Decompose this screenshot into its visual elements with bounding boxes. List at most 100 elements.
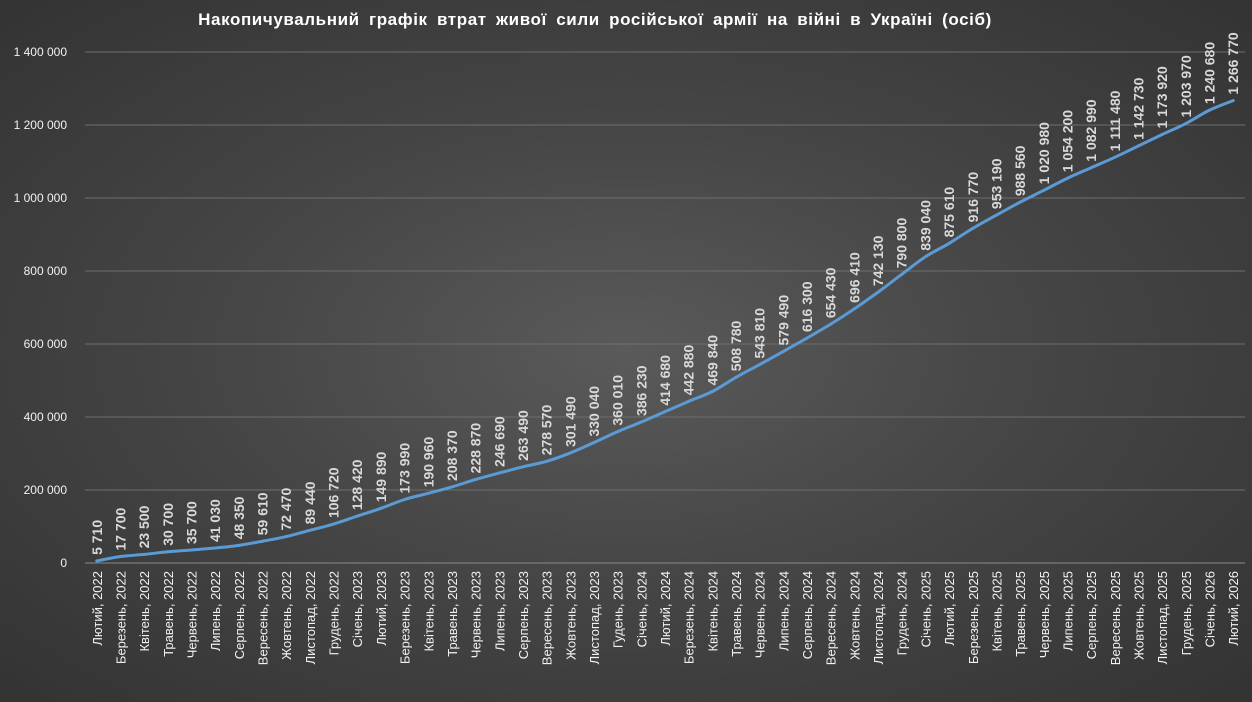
data-label: 208 370 <box>444 430 460 481</box>
x-tick-label: Квітень, 2025 <box>989 571 1004 652</box>
chart-title: Накопичувальний графік втрат живої сили … <box>198 10 992 29</box>
data-point <box>1136 144 1140 148</box>
data-label: 41 030 <box>207 499 223 542</box>
x-tick-label: Гудень, 2023 <box>611 571 626 648</box>
data-point <box>1160 133 1164 137</box>
data-point <box>1042 188 1046 192</box>
data-point <box>994 213 998 217</box>
data-point <box>923 255 927 259</box>
x-tick-label: Січень, 2023 <box>350 571 365 647</box>
data-label: 17 700 <box>113 508 129 551</box>
x-tick-label: Жовтень, 2025 <box>1131 571 1146 660</box>
data-point <box>332 522 336 526</box>
data-label: 263 490 <box>515 410 531 461</box>
data-label: 128 420 <box>349 459 365 510</box>
x-tick-label: Липень, 2022 <box>208 571 223 651</box>
data-point <box>497 471 501 475</box>
data-label: 72 470 <box>278 488 294 531</box>
x-tick-label: Березень, 2025 <box>966 571 981 664</box>
data-point <box>852 307 856 311</box>
x-tick-label: Жовтень, 2022 <box>279 571 294 660</box>
data-point <box>687 399 691 403</box>
data-point <box>308 528 312 532</box>
x-tick-label: Червень, 2022 <box>185 571 200 658</box>
data-point <box>568 451 572 455</box>
x-tick-label: Вересень, 2022 <box>256 571 271 665</box>
x-tick-label: Травень, 2023 <box>445 571 460 657</box>
x-tick-label: Березень, 2024 <box>682 571 697 664</box>
x-tick-label: Серпень, 2024 <box>800 571 815 659</box>
data-point <box>379 506 383 510</box>
x-tick-label: Травень, 2022 <box>161 571 176 657</box>
data-label: 616 300 <box>799 281 815 332</box>
y-tick-label: 400 000 <box>24 410 68 424</box>
data-point <box>781 349 785 353</box>
data-label: 330 040 <box>586 386 602 437</box>
x-tick-label: Липень, 2024 <box>776 571 791 651</box>
data-point <box>900 272 904 276</box>
data-point <box>403 497 407 501</box>
data-point <box>734 375 738 379</box>
x-tick-label: Вересень, 2023 <box>540 571 555 665</box>
x-tick-label: Січень, 2026 <box>1202 571 1217 647</box>
data-label: 442 880 <box>681 345 697 396</box>
data-label: 988 560 <box>1012 145 1028 196</box>
data-label: 106 720 <box>326 467 342 518</box>
data-point <box>710 390 714 394</box>
x-tick-label: Травень, 2024 <box>729 571 744 657</box>
x-tick-label: Липень, 2025 <box>1060 571 1075 651</box>
data-label: 1 266 770 <box>1225 32 1241 94</box>
data-label: 23 500 <box>136 505 152 548</box>
data-point <box>1207 108 1211 112</box>
x-tick-label: Червень, 2024 <box>753 571 768 658</box>
x-tick-label: Жовтень, 2023 <box>563 571 578 660</box>
data-label: 414 680 <box>657 355 673 406</box>
y-tick-label: 0 <box>60 556 67 570</box>
data-label: 742 130 <box>870 235 886 286</box>
x-tick-label: Квітень, 2022 <box>137 571 152 652</box>
data-label: 89 440 <box>302 481 318 524</box>
data-label: 654 430 <box>823 267 839 318</box>
data-point <box>119 555 123 559</box>
data-point <box>284 535 288 539</box>
data-label: 953 190 <box>988 158 1004 209</box>
data-point <box>616 430 620 434</box>
data-point <box>521 465 525 469</box>
y-tick-label: 800 000 <box>24 264 68 278</box>
data-label: 149 890 <box>373 451 389 502</box>
x-tick-label: Червень, 2025 <box>1037 571 1052 658</box>
x-tick-label: Лютий, 2024 <box>658 571 673 646</box>
data-label: 1 173 920 <box>1154 66 1170 128</box>
data-label: 839 040 <box>917 200 933 251</box>
data-label: 360 010 <box>610 375 626 426</box>
data-point <box>190 548 194 552</box>
x-tick-label: Лютий, 2022 <box>90 571 105 646</box>
data-label: 5 710 <box>89 520 105 555</box>
x-tick-label: Грудень, 2024 <box>895 571 910 655</box>
x-tick-label: Червень, 2023 <box>469 571 484 658</box>
data-point <box>947 241 951 245</box>
data-label: 875 610 <box>941 187 957 238</box>
data-label: 1 240 680 <box>1201 42 1217 104</box>
x-tick-label: Лютий, 2025 <box>942 571 957 646</box>
data-label: 301 490 <box>562 396 578 447</box>
x-tick-label: Травень, 2025 <box>1013 571 1028 657</box>
x-tick-label: Листопад, 2022 <box>303 571 318 664</box>
data-point <box>829 322 833 326</box>
x-tick-label: Січень, 2025 <box>918 571 933 647</box>
data-label: 790 800 <box>894 218 910 269</box>
data-point <box>1065 176 1069 180</box>
x-tick-label: Грудень, 2025 <box>1179 571 1194 655</box>
data-label: 1 203 970 <box>1178 55 1194 117</box>
data-label: 386 230 <box>633 365 649 416</box>
x-tick-label: Листопад, 2025 <box>1155 571 1170 664</box>
x-tick-label: Серпень, 2022 <box>232 571 247 659</box>
data-point <box>805 336 809 340</box>
x-tick-label: Березень, 2023 <box>398 571 413 664</box>
data-point <box>142 552 146 556</box>
x-tick-label: Грудень, 2022 <box>327 571 342 655</box>
data-point <box>639 420 643 424</box>
x-tick-label: Квітень, 2023 <box>421 571 436 652</box>
